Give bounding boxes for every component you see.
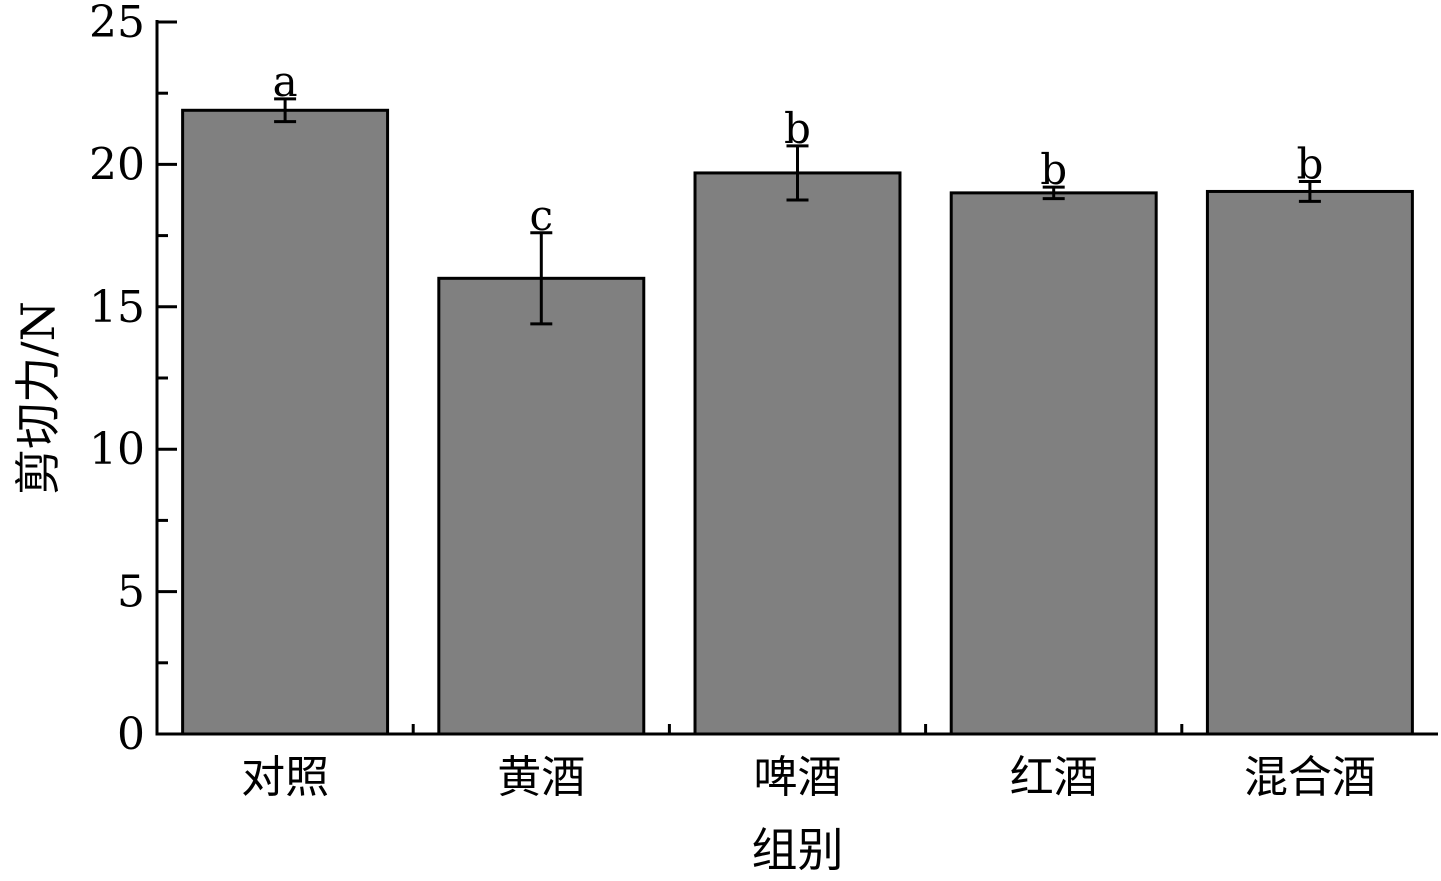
x-tick-label: 红酒 [1010,752,1098,803]
y-axis-title: 剪切力/N [11,301,65,495]
significance-letter: b [1040,145,1067,194]
x-axis-title: 组别 [752,823,844,877]
y-tick-label: 15 [89,282,145,333]
y-axis-ticks: 0 5 10 15 20 25 [89,0,177,760]
bar-1 [181,108,390,736]
x-tick-label: 黄酒 [497,752,585,803]
significance-letter: c [530,191,554,240]
bars [181,108,1414,736]
y-tick-label: 25 [89,0,145,48]
bar-2 [437,276,646,736]
y-tick-label: 0 [117,709,145,760]
x-tick-label: 啤酒 [754,752,842,803]
y-tick-label: 10 [89,424,145,475]
y-tick-label: 5 [117,567,145,618]
significance-letter: a [273,57,298,106]
y-tick-label: 20 [89,139,145,190]
error-bars [274,97,1321,326]
bar-5 [1205,189,1414,736]
significance-labels: a c b b b [273,57,1324,240]
x-tick-label: 混合酒 [1244,752,1376,803]
significance-letter: b [1296,139,1323,188]
significance-letter: b [784,104,811,153]
bar-3 [693,171,902,736]
bar-4 [949,191,1158,736]
x-tick-label: 对照 [241,752,329,803]
